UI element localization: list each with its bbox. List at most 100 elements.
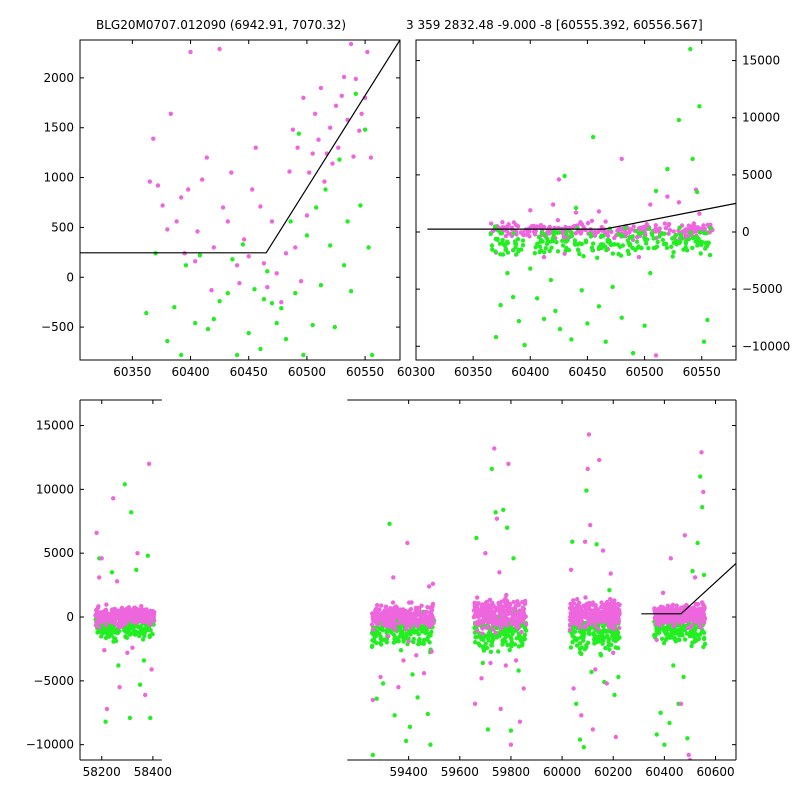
- green-point: [609, 642, 614, 647]
- magenta-point: [486, 624, 492, 630]
- magenta-point: [419, 603, 424, 608]
- green-point: [477, 634, 482, 639]
- green-point: [701, 636, 707, 642]
- magenta-point: [699, 613, 704, 618]
- y-tick-label: 500: [51, 220, 74, 234]
- green-point: [664, 245, 670, 250]
- green-point: [230, 257, 235, 262]
- model-line: [427, 202, 736, 230]
- magenta-point: [104, 706, 110, 712]
- magenta-point: [504, 599, 509, 604]
- green-point: [670, 236, 675, 241]
- green-point: [500, 240, 505, 245]
- magenta-point: [689, 608, 694, 613]
- green-point: [141, 658, 147, 663]
- green-point: [577, 629, 583, 634]
- magenta-point: [596, 626, 601, 632]
- magenta-point: [576, 600, 582, 605]
- magenta-point: [96, 604, 101, 609]
- green-point: [607, 588, 612, 593]
- green-point: [620, 233, 626, 239]
- magenta-point: [695, 602, 700, 607]
- magenta-point: [93, 623, 99, 628]
- magenta-point: [100, 611, 105, 616]
- green-point: [147, 634, 152, 640]
- magenta-point: [575, 597, 580, 602]
- green-point: [596, 304, 602, 309]
- magenta-point: [403, 626, 409, 632]
- magenta-point: [353, 76, 358, 82]
- magenta-point: [598, 614, 603, 619]
- magenta-point: [635, 234, 640, 240]
- magenta-point: [117, 685, 122, 690]
- magenta-point: [147, 179, 152, 184]
- magenta-point: [405, 540, 410, 546]
- green-point: [501, 507, 506, 512]
- magenta-point: [290, 127, 296, 132]
- green-point: [591, 241, 596, 246]
- green-point: [574, 701, 579, 706]
- green-point: [651, 236, 656, 241]
- magenta-point: [351, 154, 356, 159]
- green-point: [541, 316, 547, 322]
- magenta-point: [550, 202, 556, 207]
- magenta-point: [130, 609, 135, 614]
- magenta-point: [414, 653, 419, 658]
- green-point: [542, 250, 547, 255]
- magenta-point: [107, 615, 112, 621]
- green-point: [362, 127, 368, 132]
- magenta-point: [211, 245, 216, 250]
- magenta-point: [204, 155, 209, 160]
- magenta-point: [662, 221, 667, 226]
- magenta-point: [99, 556, 104, 561]
- green-point: [620, 243, 626, 248]
- axes-frame: [415, 39, 737, 361]
- magenta-point: [483, 551, 488, 556]
- magenta-point: [590, 613, 595, 618]
- green-point: [603, 244, 608, 249]
- magenta-point: [110, 619, 115, 624]
- green-point: [682, 637, 688, 642]
- green-point: [234, 352, 240, 358]
- green-point: [137, 633, 142, 639]
- magenta-point: [577, 604, 582, 609]
- magenta-point: [111, 496, 116, 501]
- magenta-point: [120, 623, 126, 628]
- magenta-point: [250, 187, 255, 192]
- green-point: [498, 630, 504, 635]
- magenta-point: [371, 627, 376, 632]
- magenta-point: [674, 603, 679, 608]
- zoom-right-title: 3 359 2832.48 -9.000 -8 [60555.392, 6055…: [406, 18, 703, 32]
- magenta-point: [668, 556, 673, 561]
- green-point: [542, 232, 547, 237]
- magenta-point: [479, 676, 484, 681]
- y-tick-label: 15000: [36, 419, 74, 433]
- green-point: [585, 321, 590, 326]
- x-tick-label: 60500: [288, 365, 326, 379]
- green-point: [654, 244, 660, 249]
- magenta-point: [678, 701, 684, 706]
- green-point: [416, 632, 421, 637]
- magenta-point: [654, 228, 659, 233]
- green-point: [589, 245, 595, 250]
- magenta-point: [614, 606, 619, 611]
- magenta-point: [608, 571, 613, 576]
- green-point: [588, 231, 593, 237]
- green-point: [348, 289, 354, 294]
- magenta-point: [413, 620, 419, 626]
- magenta-point: [489, 221, 494, 226]
- magenta-point: [396, 621, 401, 626]
- magenta-point: [131, 613, 136, 618]
- magenta-point: [602, 611, 608, 616]
- magenta-point: [699, 450, 704, 455]
- magenta-point: [104, 610, 110, 616]
- magenta-point: [617, 625, 622, 631]
- magenta-point: [523, 622, 529, 627]
- magenta-point: [657, 621, 662, 627]
- green-point: [508, 641, 514, 646]
- green-point: [258, 346, 263, 352]
- magenta-point: [687, 757, 693, 760]
- magenta-point: [307, 170, 312, 175]
- green-point: [570, 633, 575, 638]
- green-point: [607, 647, 612, 652]
